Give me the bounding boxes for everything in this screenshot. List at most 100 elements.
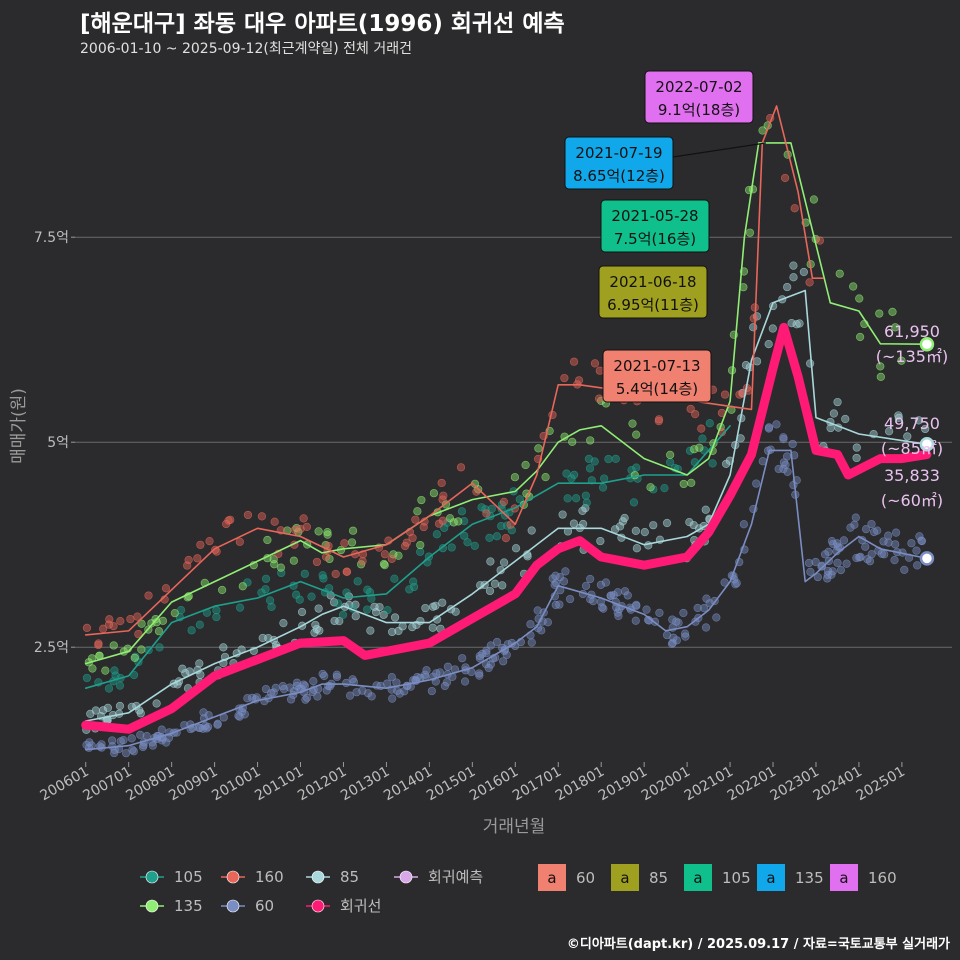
- data-point-85: [783, 282, 792, 292]
- data-point-60: [271, 683, 280, 692]
- data-point-60: [586, 574, 595, 584]
- data-point-60: [110, 748, 119, 758]
- data-point-85: [789, 273, 798, 282]
- data-point-85: [486, 557, 495, 566]
- data-point-85: [792, 320, 801, 329]
- data-point-135: [632, 430, 641, 439]
- data-point-105: [708, 459, 717, 468]
- series-line-160: [84, 105, 824, 636]
- series-line-60: [84, 449, 928, 751]
- data-point-85: [764, 340, 773, 349]
- data-point-60: [492, 637, 502, 647]
- data-point-160: [82, 623, 92, 632]
- data-point-85: [618, 517, 627, 526]
- data-point-85: [315, 626, 324, 635]
- x-tick-label: 201801: [553, 764, 607, 805]
- annotation-price: 8.65억(12층): [573, 167, 665, 185]
- legend-key-dot: [399, 870, 413, 884]
- data-point-60: [702, 594, 711, 603]
- x-tick-label: 201901: [596, 764, 650, 805]
- data-point-60: [912, 546, 921, 555]
- data-point-135: [238, 582, 247, 591]
- y-axis-title: 매매가(원): [9, 388, 29, 464]
- annotation-date: 2021-07-19: [575, 144, 662, 162]
- data-point-60: [559, 577, 569, 586]
- data-point-60: [383, 679, 392, 688]
- data-point-60: [732, 579, 741, 588]
- data-point-60: [128, 745, 137, 754]
- x-tick-label: 201301: [338, 764, 392, 805]
- data-point-85: [408, 623, 417, 632]
- data-point-85: [490, 579, 500, 588]
- data-point-85: [722, 459, 731, 468]
- data-point-60: [915, 532, 924, 541]
- legend-label: 회귀선: [340, 897, 381, 915]
- data-point-135: [695, 443, 704, 452]
- data-point-85: [98, 706, 108, 715]
- end-value-label: 49,750: [884, 414, 940, 433]
- data-point-60: [668, 638, 677, 648]
- data-point-105: [383, 606, 392, 615]
- chart-title: [해운대구] 좌동 대우 아파트(1996) 회귀선 예측: [80, 11, 565, 37]
- data-point-60: [891, 528, 901, 537]
- data-point-60: [836, 566, 846, 575]
- data-point-85: [511, 544, 521, 553]
- data-point-160: [790, 204, 799, 213]
- data-point-60: [301, 695, 310, 704]
- data-point-160: [196, 540, 205, 549]
- data-point-60: [779, 458, 789, 467]
- x-tick-label: 200601: [37, 764, 91, 805]
- x-tick-label: 200901: [166, 764, 220, 805]
- data-point-60: [720, 578, 729, 587]
- data-point-135: [137, 645, 146, 654]
- data-point-135: [835, 269, 844, 278]
- data-point-135: [534, 444, 543, 453]
- data-point-60: [820, 550, 830, 559]
- data-point-135: [646, 483, 655, 492]
- legend-text-key: [830, 864, 858, 891]
- legend-text-key-label: 105: [722, 869, 751, 887]
- data-point-60: [699, 603, 709, 613]
- data-point-60: [839, 536, 849, 545]
- data-point-105: [338, 610, 348, 619]
- data-point-60: [884, 538, 893, 547]
- data-point-135: [855, 294, 864, 303]
- data-point-160: [595, 366, 604, 375]
- data-point-160: [735, 390, 744, 399]
- data-point-160: [358, 557, 367, 566]
- data-point-160: [104, 620, 114, 629]
- data-point-60: [823, 574, 832, 583]
- data-point-160: [697, 424, 706, 433]
- series-line-105: [84, 425, 731, 689]
- data-point-60: [499, 657, 508, 666]
- data-point-60: [136, 730, 145, 739]
- data-point-85: [741, 360, 751, 370]
- data-point-60: [234, 711, 243, 720]
- data-point-60: [285, 683, 294, 692]
- x-tick-label: 202001: [639, 764, 693, 805]
- data-point-60: [861, 542, 870, 551]
- data-point-160: [411, 515, 420, 524]
- data-point-85: [921, 424, 930, 434]
- data-point-135: [454, 517, 463, 526]
- data-point-85: [438, 598, 447, 607]
- data-point-105: [187, 626, 196, 635]
- data-point-85: [841, 414, 850, 424]
- data-point-105: [443, 518, 452, 527]
- data-point-135: [413, 507, 422, 516]
- data-point-160: [387, 554, 396, 564]
- data-point-105: [460, 531, 469, 540]
- end-labels: 61,950 (~135㎡) 49,750 (~85㎡) 35,833 (~60㎡): [876, 322, 948, 566]
- data-point-85: [852, 453, 861, 463]
- data-point-105: [487, 504, 496, 514]
- data-point-60: [413, 673, 422, 682]
- data-point-60: [846, 523, 855, 532]
- data-point-85: [312, 624, 321, 634]
- data-point-105: [155, 643, 164, 652]
- annotation-box: [644, 70, 754, 124]
- data-point-160: [506, 520, 515, 529]
- data-point-105: [463, 538, 472, 547]
- data-point-60: [851, 513, 860, 522]
- data-point-60: [482, 649, 491, 658]
